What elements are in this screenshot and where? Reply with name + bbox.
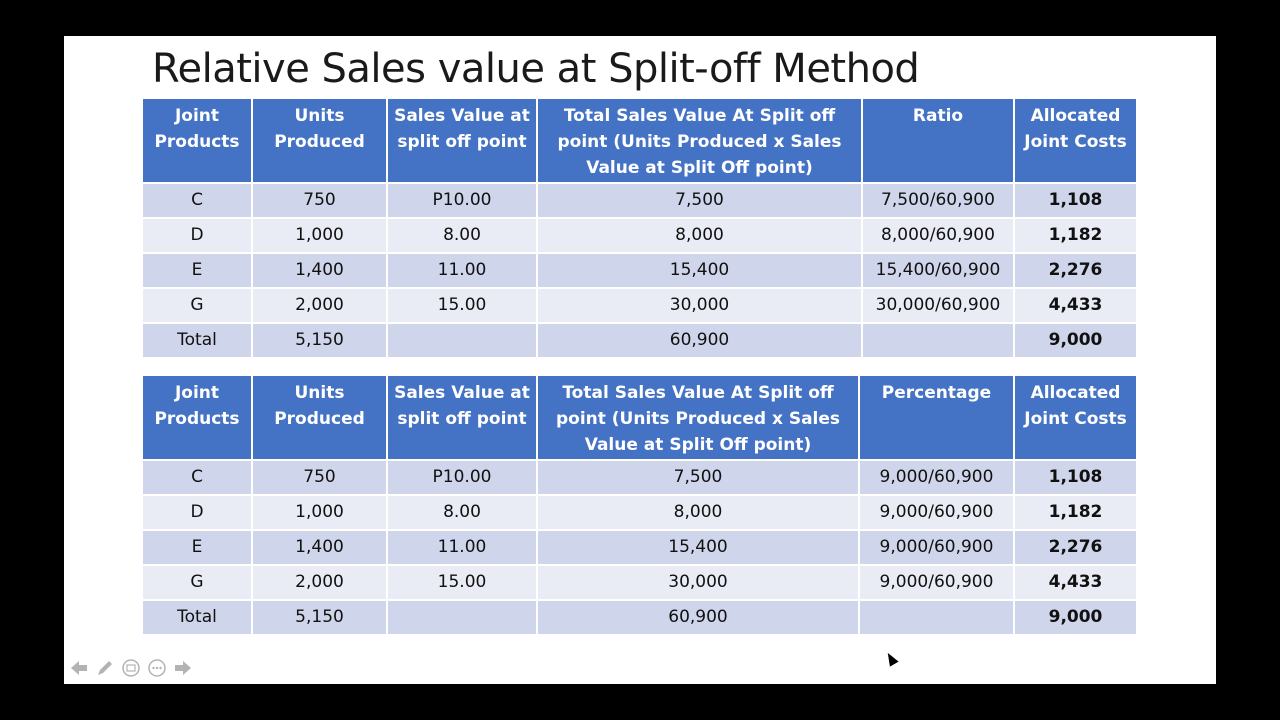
- cell-sales-value: P10.00: [386, 459, 538, 495]
- header-joint-products: Joint Products: [143, 376, 253, 460]
- header-sales-value: Sales Value at split off point: [386, 99, 538, 183]
- cell-sales-value: P10.00: [386, 182, 538, 218]
- header-units-produced: Units Produced: [251, 99, 388, 183]
- cell-allocated: 9,000: [1013, 599, 1136, 634]
- table-row-total: Total 5,150 60,900 9,000: [143, 599, 1136, 634]
- cell-total-sales: 8,000: [536, 217, 863, 253]
- cell-allocated: 4,433: [1013, 564, 1136, 601]
- cell-units: 1,400: [251, 529, 388, 565]
- cell-sales-value: 8.00: [386, 217, 538, 253]
- table-row: C 750 P10.00 7,500 9,000/60,900 1,108: [143, 459, 1136, 495]
- cell-allocated: 1,108: [1013, 182, 1136, 218]
- cell-allocated: 2,276: [1013, 529, 1136, 565]
- cell-total-sales: 30,000: [536, 287, 863, 324]
- table-row: E 1,400 11.00 15,400 9,000/60,900 2,276: [143, 529, 1136, 565]
- cell-sales-value: 15.00: [386, 564, 538, 600]
- cell-total-sales: 60,900: [536, 322, 863, 357]
- cell-allocated: 9,000: [1013, 322, 1136, 357]
- cell-product: D: [143, 494, 253, 530]
- cell-product: C: [143, 182, 253, 218]
- cell-product: Total: [143, 599, 253, 634]
- cell-units: 750: [251, 182, 388, 218]
- cell-units: 750: [251, 459, 388, 495]
- cell-percentage: 9,000/60,900: [858, 494, 1015, 530]
- table-row: C 750 P10.00 7,500 7,500/60,900 1,108: [143, 182, 1136, 218]
- mouse-cursor-icon: [883, 650, 899, 667]
- cell-ratio: 7,500/60,900: [861, 182, 1015, 218]
- header-ratio: Ratio: [861, 99, 1015, 183]
- cell-product: E: [143, 252, 253, 288]
- table-row: G 2,000 15.00 30,000 9,000/60,900 4,433: [143, 564, 1136, 601]
- cell-total-sales: 15,400: [536, 252, 863, 288]
- header-total-sales-value: Total Sales Value At Split off point (Un…: [536, 376, 860, 460]
- cell-total-sales: 7,500: [536, 182, 863, 218]
- table-row: G 2,000 15.00 30,000 30,000/60,900 4,433: [143, 287, 1136, 324]
- cell-sales-value: 11.00: [386, 529, 538, 565]
- cell-product: Total: [143, 322, 253, 357]
- sales-table-ratio: Joint Products Units Produced Sales Valu…: [143, 99, 1136, 357]
- table-row: D 1,000 8.00 8,000 9,000/60,900 1,182: [143, 494, 1136, 530]
- cell-sales-value: 15.00: [386, 287, 538, 323]
- sales-table-percentage: Joint Products Units Produced Sales Valu…: [143, 376, 1136, 634]
- table-row: E 1,400 11.00 15,400 15,400/60,900 2,276: [143, 252, 1136, 288]
- cell-sales-value: [386, 599, 538, 634]
- cell-percentage: 9,000/60,900: [858, 564, 1015, 600]
- header-units-produced: Units Produced: [251, 376, 388, 460]
- header-total-sales-value: Total Sales Value At Split off point (Un…: [536, 99, 863, 183]
- cell-ratio: 8,000/60,900: [861, 217, 1015, 253]
- cell-units: 2,000: [251, 564, 388, 601]
- header-allocated-joint-costs: Allocated Joint Costs: [1013, 99, 1136, 183]
- cell-product: C: [143, 459, 253, 495]
- cell-units: 5,150: [251, 322, 388, 357]
- arrow-left-icon[interactable]: [68, 658, 90, 680]
- slides-icon[interactable]: [120, 658, 142, 680]
- cell-product: G: [143, 287, 253, 323]
- header-percentage: Percentage: [858, 376, 1015, 460]
- arrow-right-icon[interactable]: [172, 658, 194, 680]
- cell-percentage: 9,000/60,900: [858, 459, 1015, 495]
- cell-allocated: 1,108: [1013, 459, 1136, 495]
- cell-product: D: [143, 217, 253, 253]
- slideshow-toolbar: [68, 658, 194, 680]
- cell-units: 2,000: [251, 287, 388, 324]
- cell-sales-value: 8.00: [386, 494, 538, 530]
- pen-icon[interactable]: [94, 658, 116, 680]
- header-joint-products: Joint Products: [143, 99, 253, 183]
- cell-ratio: 15,400/60,900: [861, 252, 1015, 288]
- cell-allocated: 2,276: [1013, 252, 1136, 288]
- cell-units: 1,000: [251, 494, 388, 530]
- cell-product: E: [143, 529, 253, 565]
- cell-allocated: 4,433: [1013, 287, 1136, 324]
- cell-sales-value: [386, 322, 538, 357]
- cell-units: 1,400: [251, 252, 388, 288]
- cell-allocated: 1,182: [1013, 494, 1136, 530]
- header-sales-value: Sales Value at split off point: [386, 376, 538, 460]
- cell-ratio: [861, 322, 1015, 357]
- table-row: D 1,000 8.00 8,000 8,000/60,900 1,182: [143, 217, 1136, 253]
- cell-total-sales: 30,000: [536, 564, 860, 601]
- cell-percentage: 9,000/60,900: [858, 529, 1015, 565]
- slide: Relative Sales value at Split-off Method…: [64, 36, 1216, 684]
- cell-total-sales: 60,900: [536, 599, 860, 634]
- cell-product: G: [143, 564, 253, 600]
- header-allocated-joint-costs: Allocated Joint Costs: [1013, 376, 1136, 460]
- cell-total-sales: 8,000: [536, 494, 860, 530]
- cell-total-sales: 7,500: [536, 459, 860, 495]
- cell-sales-value: 11.00: [386, 252, 538, 288]
- slide-title: Relative Sales value at Split-off Method: [152, 46, 920, 92]
- cell-percentage: [858, 599, 1015, 634]
- cell-units: 1,000: [251, 217, 388, 253]
- cell-units: 5,150: [251, 599, 388, 634]
- table-row-total: Total 5,150 60,900 9,000: [143, 322, 1136, 357]
- cell-allocated: 1,182: [1013, 217, 1136, 253]
- cell-ratio: 30,000/60,900: [861, 287, 1015, 323]
- more-icon[interactable]: [146, 658, 168, 680]
- cell-total-sales: 15,400: [536, 529, 860, 565]
